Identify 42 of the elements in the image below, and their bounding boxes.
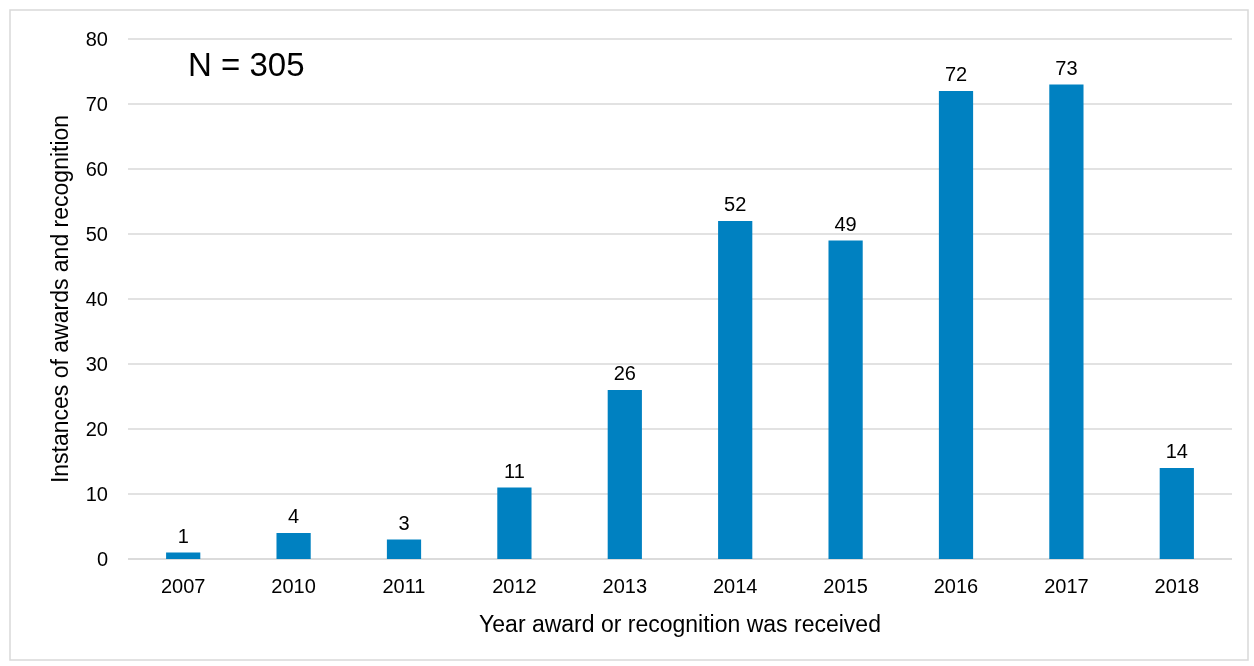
x-tick-label: 2013 <box>602 575 648 597</box>
bar <box>938 91 974 559</box>
y-axis-title: Instances of awards and recognition <box>47 114 73 484</box>
y-tick-label: 10 <box>85 483 108 505</box>
data-label: 49 <box>834 212 857 235</box>
data-label: 52 <box>724 193 747 215</box>
y-tick-label: 50 <box>85 223 108 245</box>
bar <box>497 487 532 559</box>
x-tick-label: 2015 <box>823 575 868 597</box>
data-label: 26 <box>613 362 636 384</box>
y-tick-label: 60 <box>85 158 108 180</box>
y-tick-label: 20 <box>85 418 108 440</box>
bar <box>718 221 753 559</box>
bar <box>828 240 863 559</box>
data-label: 73 <box>1055 56 1078 79</box>
x-tick-label: 2010 <box>271 575 316 597</box>
x-tick-label: 2018 <box>1154 575 1200 597</box>
bar <box>607 390 642 559</box>
y-tick-label: 70 <box>85 93 108 115</box>
data-label: 14 <box>1165 440 1188 462</box>
annotation: N = 305 <box>188 46 305 83</box>
bar <box>386 539 422 559</box>
x-axis-title: Year award or recognition was received <box>479 611 881 637</box>
x-tick-label: 2016 <box>933 575 979 597</box>
data-label: 1 <box>177 524 189 547</box>
y-tick-label: 40 <box>85 288 108 310</box>
bar <box>166 552 201 559</box>
data-label: 3 <box>398 511 410 534</box>
y-tick-label: 0 <box>96 548 108 570</box>
bar <box>276 533 311 559</box>
y-tick-label: 30 <box>85 353 108 375</box>
bar <box>1049 84 1084 559</box>
bar <box>1159 468 1194 559</box>
x-tick-label: 2007 <box>160 575 206 597</box>
data-label: 72 <box>944 63 968 85</box>
data-label: 11 <box>504 459 525 482</box>
x-tick-label: 2014 <box>712 575 758 597</box>
x-tick-label: 2017 <box>1044 575 1089 597</box>
x-tick-label: 2012 <box>492 575 537 597</box>
y-tick-label: 80 <box>85 28 108 50</box>
data-label: 4 <box>288 505 300 527</box>
x-tick-label: 2011 <box>382 575 426 597</box>
